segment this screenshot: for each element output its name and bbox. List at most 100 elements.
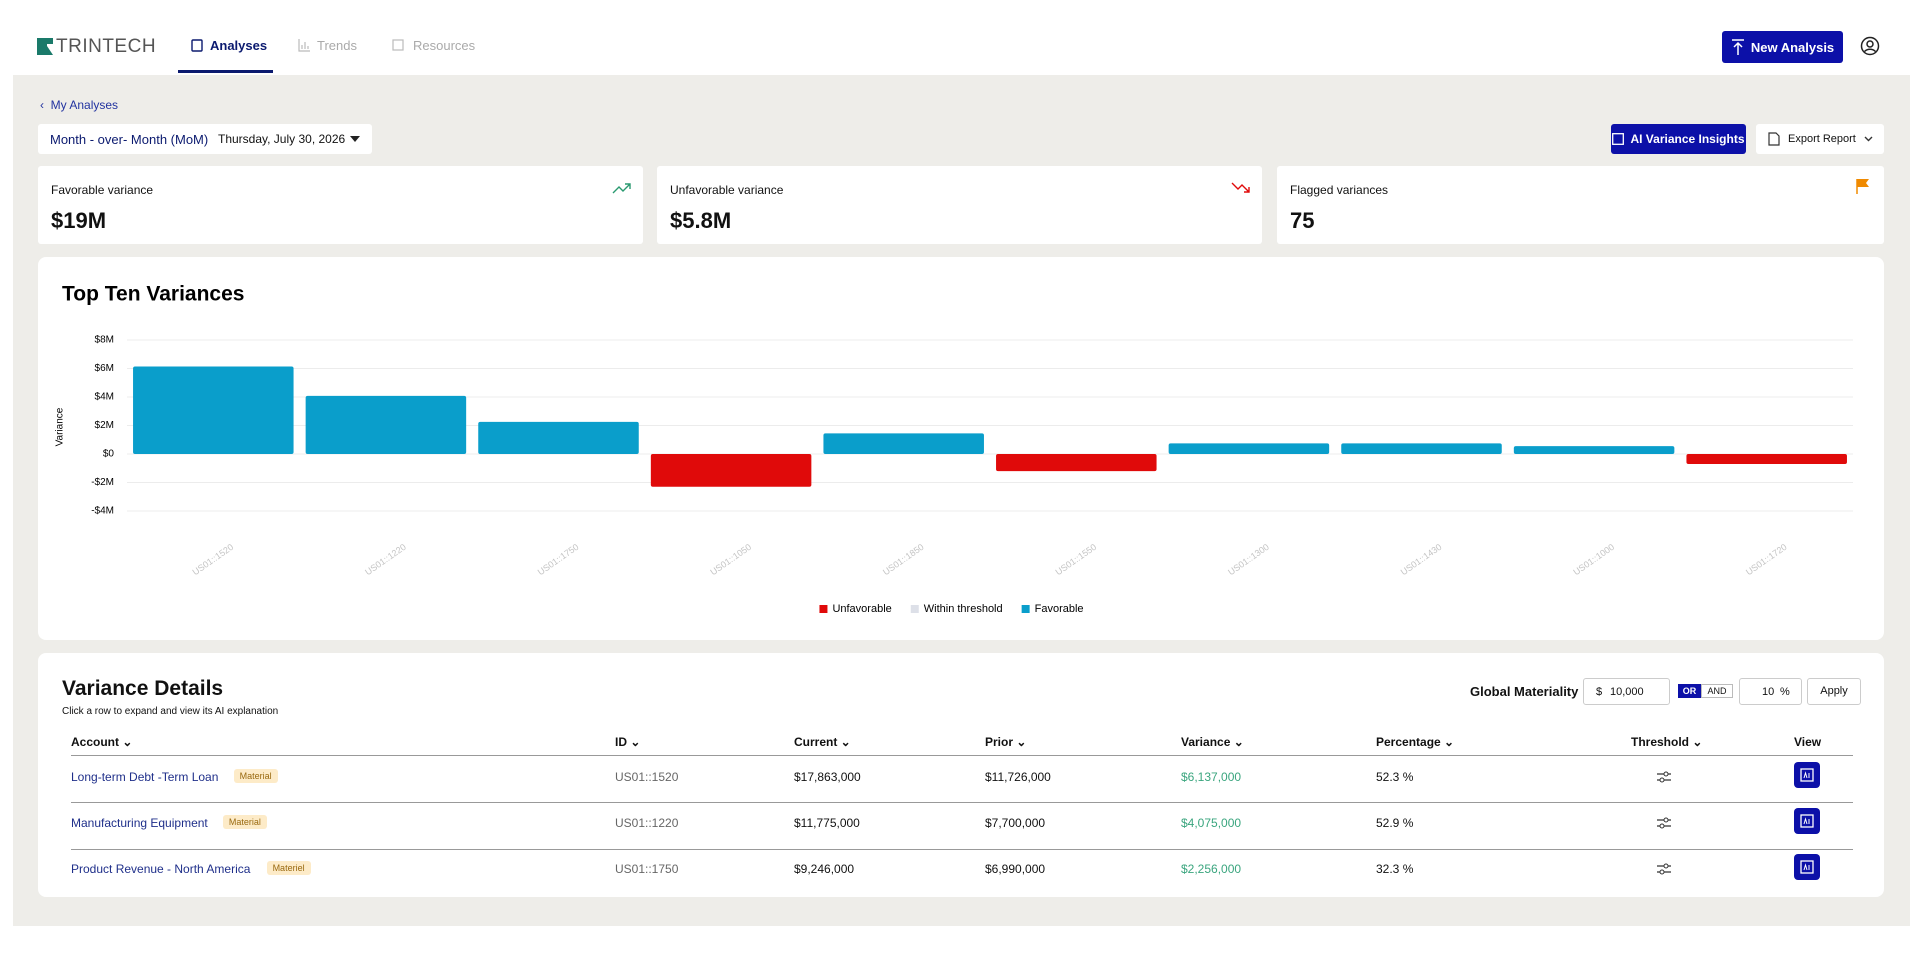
threshold-icon[interactable]	[1657, 862, 1671, 880]
user-icon[interactable]	[1860, 36, 1880, 56]
or-toggle[interactable]: OR	[1678, 684, 1701, 698]
legend-swatch	[1021, 605, 1030, 613]
threshold-icon[interactable]	[1657, 770, 1671, 788]
y-tick-label: $8M	[95, 335, 114, 346]
y-tick-label: -$2M	[91, 477, 114, 488]
bar	[996, 454, 1157, 472]
button-icon	[1768, 132, 1780, 146]
y-tick-label: $4M	[95, 392, 114, 403]
button-icon	[1612, 133, 1625, 145]
column-header[interactable]: ID ⌄	[615, 735, 641, 749]
bar	[1513, 446, 1675, 454]
legend-swatch	[819, 605, 828, 613]
flag-icon	[1856, 179, 1869, 194]
cell-current: $17,863,000	[794, 770, 861, 784]
table-row[interactable]	[71, 848, 1853, 888]
column-header[interactable]: Variance ⌄	[1181, 735, 1244, 749]
bar	[650, 454, 812, 487]
button-label: New Analysis	[1750, 39, 1835, 55]
nav-item[interactable]: Resources	[413, 38, 476, 53]
breadcrumb[interactable]: ‹ My Analyses	[40, 98, 119, 112]
cell-percentage: 52.3 %	[1376, 770, 1414, 784]
ai-icon	[1800, 768, 1814, 782]
details-subtitle: Click a row to expand and view its AI ex…	[62, 706, 279, 717]
nav-item[interactable]: Analyses	[210, 38, 268, 53]
cell-current: $11,775,000	[794, 816, 860, 830]
percent-input[interactable]: 10 %	[1739, 678, 1802, 705]
new-analysis-button[interactable]: New Analysis	[1722, 31, 1843, 63]
kpi-card: Unfavorable variance $5.8M	[657, 166, 1262, 244]
x-tick-label: US01::1850	[881, 542, 926, 577]
cell-prior: $11,726,000	[985, 770, 1051, 784]
x-tick-label: US01::1050	[708, 542, 753, 577]
kpi-value: $19M	[51, 208, 107, 233]
bar	[1341, 443, 1502, 454]
amount-input[interactable]: $ 10,000	[1583, 678, 1670, 705]
sliders	[1657, 771, 1671, 783]
nav-icon	[191, 39, 203, 52]
breadcrumb-label: My Analyses	[50, 98, 119, 112]
apply-button[interactable]: Apply	[1807, 678, 1861, 705]
column-header[interactable]: Prior ⌄	[985, 735, 1027, 749]
details-title: Variance Details	[62, 677, 224, 700]
view-button[interactable]	[1794, 808, 1820, 834]
caret	[1864, 136, 1873, 142]
table-row[interactable]	[71, 802, 1853, 842]
ai-icon	[1800, 814, 1814, 828]
period: Month - over- Month (MoM)	[50, 132, 209, 147]
cell-id: US01::1750	[615, 862, 679, 876]
legend-label: Within threshold	[924, 603, 1003, 615]
cell-percentage: 52.9 %	[1376, 816, 1414, 830]
logo: TRINTECH	[56, 36, 157, 57]
table-row[interactable]	[71, 756, 1853, 796]
cell-variance: $4,075,000	[1181, 816, 1242, 830]
cell-variance: $2,256,000	[1181, 862, 1242, 876]
kpi-value: 75	[1290, 208, 1315, 233]
y-tick-label: $0	[103, 449, 115, 460]
threshold-icon[interactable]	[1657, 816, 1671, 834]
column-header[interactable]: Threshold ⌄	[1631, 735, 1703, 749]
logo-icon	[37, 38, 53, 55]
export-button[interactable]: Export Report	[1756, 124, 1884, 154]
amount: 10,000	[1610, 686, 1644, 698]
row-divider	[71, 849, 1853, 850]
x-tick-label: US01::1720	[1744, 542, 1789, 577]
view-button[interactable]	[1794, 762, 1820, 788]
bar	[133, 366, 294, 454]
x-tick-label: US01::1220	[363, 542, 408, 577]
nav-icon	[298, 39, 310, 52]
tag: Materiel	[266, 861, 311, 875]
and-toggle[interactable]: AND	[1701, 684, 1733, 698]
cell-account: Manufacturing Equipment	[71, 816, 208, 830]
percent: 10	[1762, 686, 1775, 698]
ai-insights-button[interactable]: AI Variance Insights	[1611, 124, 1746, 154]
view-button[interactable]	[1794, 854, 1820, 880]
cell-prior: $7,700,000	[985, 816, 1046, 830]
x-tick-label: US01::1000	[1571, 542, 1616, 577]
column-header[interactable]: Current ⌄	[794, 735, 851, 749]
column-header[interactable]: Percentage ⌄	[1376, 735, 1455, 749]
cell-id: US01::1520	[615, 770, 679, 784]
cell-variance: $6,137,000	[1181, 770, 1242, 784]
period-selector[interactable]: Month - over- Month (MoM) Thursday, July…	[38, 124, 372, 154]
cell-percentage: 32.3 %	[1376, 862, 1414, 876]
sliders	[1657, 863, 1671, 875]
nav-item[interactable]: Trends	[317, 38, 357, 53]
nav-underline	[178, 70, 273, 73]
y-tick-label: $2M	[95, 420, 114, 431]
ai-icon	[1800, 860, 1814, 874]
button-label: Export Report	[1788, 133, 1856, 145]
y-axis-label: Variance	[55, 407, 66, 446]
legend-swatch	[910, 605, 919, 613]
column-header: View	[1794, 735, 1822, 749]
nav-icon	[392, 39, 404, 51]
chart-card: Top Ten Variances Variance $8M $6M $4M $2M $…	[38, 257, 1884, 640]
row-divider	[71, 755, 1853, 756]
column-header[interactable]: Account ⌄	[71, 735, 133, 749]
x-tick-label: US01::1520	[191, 542, 236, 577]
row-divider	[71, 802, 1853, 803]
button-icon	[1731, 39, 1744, 55]
kpi-label: Unfavorable variance	[670, 183, 784, 197]
trend-up-icon	[612, 183, 631, 194]
